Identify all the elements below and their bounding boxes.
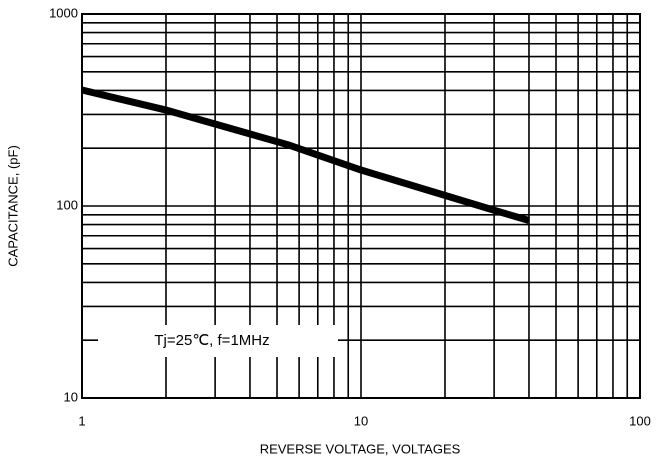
data-line xyxy=(81,86,530,224)
x-tick-label: 1 xyxy=(78,413,85,428)
x-tick-label: 10 xyxy=(354,413,368,428)
annotation-box xyxy=(98,325,338,357)
y-axis-label: CAPACITANCE, (pF) xyxy=(5,145,20,267)
annotation: Tj=25℃, f=1MHz xyxy=(154,332,269,349)
y-tick-label: 10 xyxy=(64,389,78,404)
x-tick-label: 100 xyxy=(629,413,651,428)
y-tick-label: 1000 xyxy=(49,5,78,20)
x-axis-label: REVERSE VOLTAGE, VOLTAGES xyxy=(260,441,461,456)
y-tick-label: 100 xyxy=(56,197,78,212)
plot-frame xyxy=(81,13,641,399)
